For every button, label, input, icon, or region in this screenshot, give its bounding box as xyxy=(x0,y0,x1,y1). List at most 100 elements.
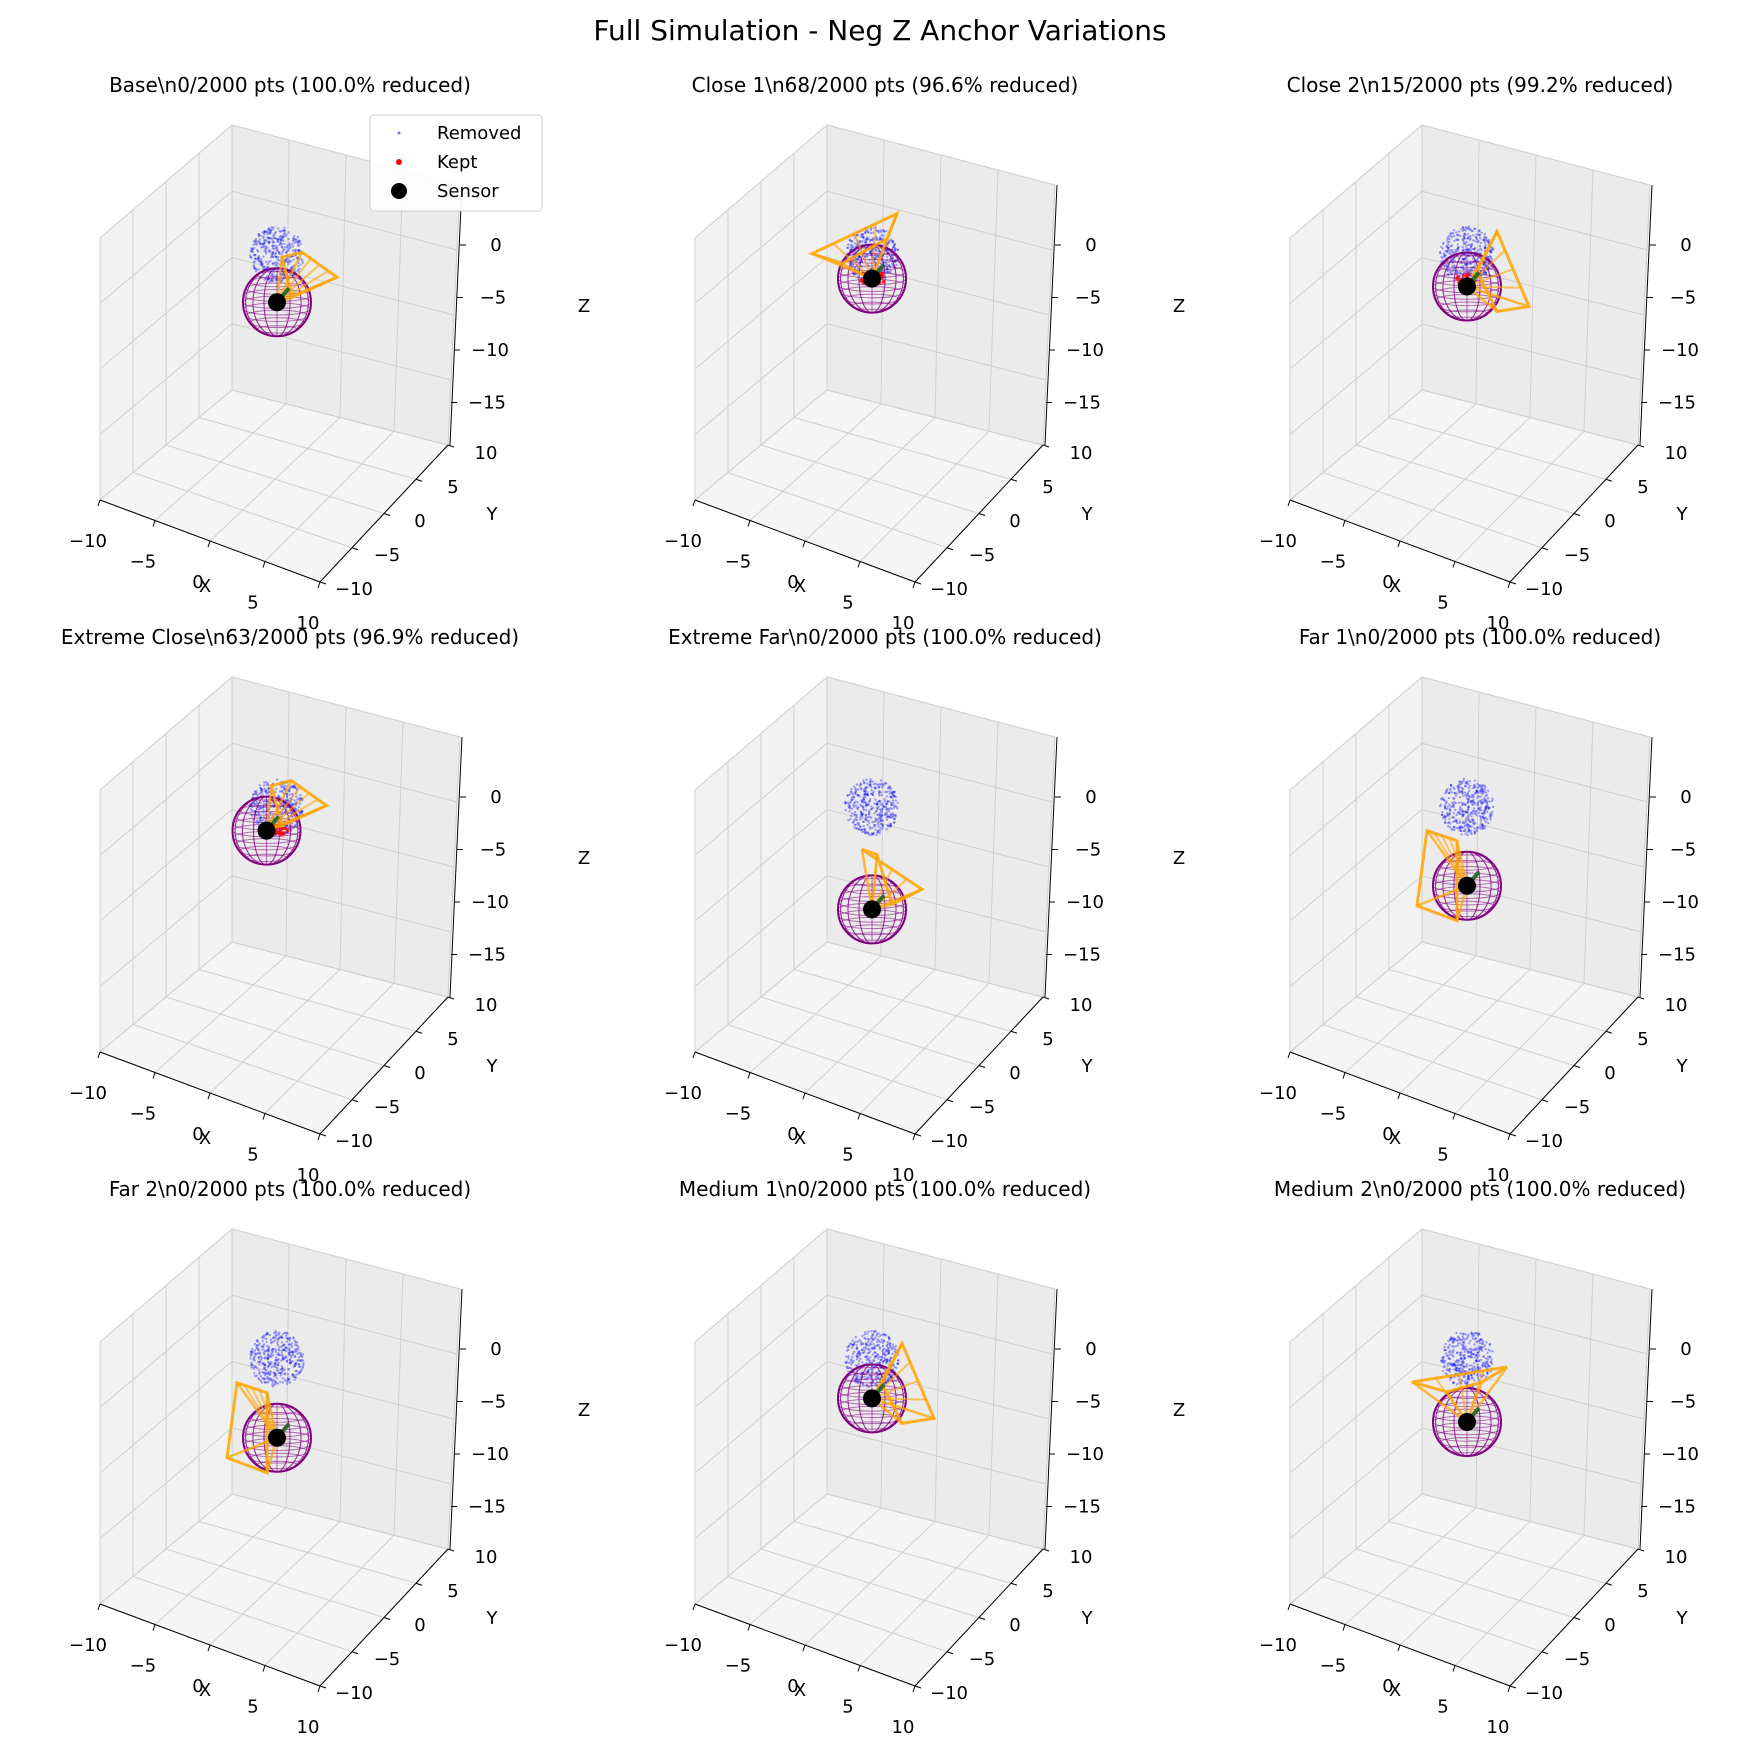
removed-point xyxy=(1470,1332,1473,1335)
removed-point xyxy=(857,256,860,259)
removed-point xyxy=(294,1364,297,1367)
removed-point xyxy=(1470,1364,1473,1367)
removed-point xyxy=(1472,1353,1475,1356)
left-grid-line xyxy=(99,941,233,1053)
removed-point xyxy=(1466,236,1470,240)
removed-point xyxy=(896,1359,900,1362)
removed-point xyxy=(879,230,883,234)
x-tick-label: 10 xyxy=(892,613,915,634)
legend-marker-sensor xyxy=(391,183,407,199)
removed-point xyxy=(276,1369,280,1372)
y-tick-label: −5 xyxy=(374,1649,401,1670)
y-tick xyxy=(1010,1582,1018,1586)
removed-point xyxy=(1456,233,1460,237)
left-grid-line xyxy=(99,742,233,856)
removed-point xyxy=(251,814,254,818)
legend-label: Removed xyxy=(437,123,521,144)
removed-point xyxy=(866,816,869,819)
removed-point xyxy=(276,1358,279,1361)
removed-point xyxy=(282,786,286,790)
x-tick xyxy=(692,1051,696,1059)
removed-point xyxy=(1464,242,1467,245)
removed-point xyxy=(868,800,871,803)
removed-point xyxy=(269,278,273,282)
removed-point xyxy=(275,1377,279,1380)
removed-point xyxy=(1483,233,1487,236)
x-tick xyxy=(1287,1051,1291,1059)
removed-point xyxy=(294,248,297,252)
x-tick-label: −5 xyxy=(1320,552,1347,573)
removed-point xyxy=(1486,240,1490,243)
removed-point xyxy=(257,233,260,236)
removed-point xyxy=(1442,252,1446,255)
removed-point xyxy=(265,239,269,242)
removed-point xyxy=(279,1368,282,1371)
removed-point xyxy=(260,788,264,792)
removed-point xyxy=(856,1355,859,1358)
removed-point xyxy=(1461,1365,1465,1368)
removed-point xyxy=(288,1339,291,1342)
removed-point xyxy=(1473,248,1476,251)
removed-point xyxy=(1462,812,1465,816)
removed-point xyxy=(271,240,274,243)
removed-point xyxy=(276,1341,279,1345)
left-grid-line xyxy=(1289,190,1423,304)
removed-point xyxy=(1467,235,1471,239)
subplot-title: Close 2\n15/2000 pts (99.2% reduced) xyxy=(1287,73,1674,97)
removed-point xyxy=(848,238,851,242)
removed-point xyxy=(283,784,286,787)
removed-point xyxy=(1464,234,1467,237)
removed-point xyxy=(271,279,275,282)
removed-point xyxy=(1447,248,1450,252)
removed-point xyxy=(281,1356,285,1360)
sensor-marker xyxy=(1458,277,1476,296)
x-tick-label: −5 xyxy=(1320,1104,1347,1125)
removed-point xyxy=(267,1356,271,1359)
removed-point xyxy=(1476,1376,1480,1379)
removed-point xyxy=(1460,1369,1463,1373)
removed-point xyxy=(1484,271,1488,275)
removed-point xyxy=(1467,1342,1471,1345)
removed-point xyxy=(1473,227,1476,231)
removed-point xyxy=(1451,801,1454,804)
back-grid-line xyxy=(826,257,1050,316)
removed-point xyxy=(271,244,274,248)
removed-point xyxy=(275,778,279,781)
removed-point xyxy=(867,1351,871,1355)
y-tick xyxy=(447,996,455,1000)
removed-point xyxy=(260,262,263,266)
kept-point xyxy=(1456,274,1460,279)
z-tick-label: −10 xyxy=(471,1444,509,1465)
removed-point xyxy=(279,807,282,810)
removed-point xyxy=(261,1348,264,1351)
x-tick-label: −5 xyxy=(130,1104,157,1125)
removed-point xyxy=(844,1361,847,1364)
x-tick xyxy=(1452,561,1456,568)
removed-point xyxy=(292,236,295,240)
removed-point xyxy=(861,820,865,823)
removed-point xyxy=(1440,260,1443,263)
removed-point xyxy=(1450,791,1453,794)
removed-point xyxy=(1456,1351,1459,1354)
removed-point xyxy=(259,261,262,264)
removed-point xyxy=(292,234,296,238)
removed-point xyxy=(283,1343,286,1346)
removed-point xyxy=(873,1347,876,1350)
removed-point xyxy=(886,799,890,803)
floor-grid-line xyxy=(198,969,417,1032)
removed-point xyxy=(289,785,293,789)
sensor-marker xyxy=(1458,876,1476,895)
removed-point xyxy=(1475,830,1478,833)
z-tick-label: −15 xyxy=(1658,945,1696,966)
removed-point xyxy=(848,804,852,808)
removed-point xyxy=(869,238,872,242)
removed-point xyxy=(272,251,275,254)
removed-point xyxy=(262,784,266,787)
removed-point xyxy=(1471,809,1475,813)
removed-point xyxy=(851,1355,854,1359)
z-tick-label: 0 xyxy=(490,787,501,808)
removed-point xyxy=(257,1355,261,1359)
removed-point xyxy=(891,815,894,819)
removed-point xyxy=(268,237,271,240)
floor-grid-line xyxy=(1388,417,1607,480)
